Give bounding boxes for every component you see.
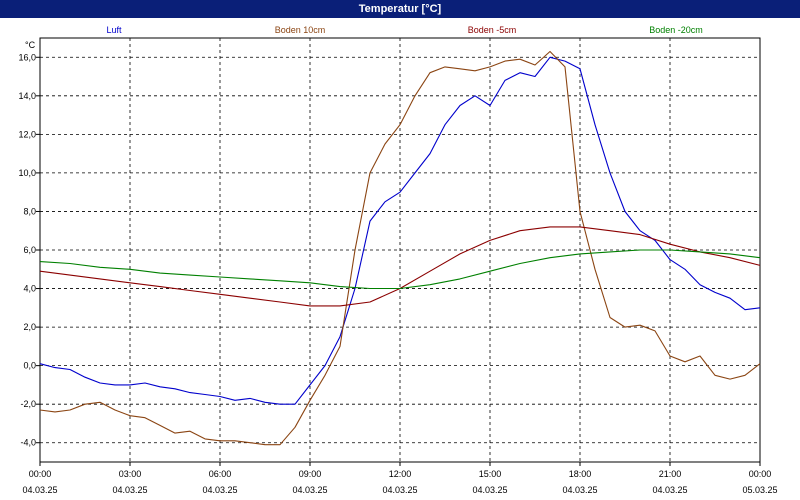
y-tick-label: 6,0 xyxy=(23,245,36,255)
y-tick-label: 0,0 xyxy=(23,361,36,371)
x-tick-date: 04.03.25 xyxy=(202,485,237,495)
axis-layer: -4,0 -2,0 0,0 2,0 4,0 6,0 8,0 10,0 12,0 14,0 16,0 0… xyxy=(18,52,777,495)
x-tick-date: 04.03.25 xyxy=(292,485,327,495)
x-tick-time: 12:00 xyxy=(389,469,412,479)
y-tick-label: 2,0 xyxy=(23,322,36,332)
y-tick-label: 16,0 xyxy=(18,52,36,62)
y-tick-label: 4,0 xyxy=(23,284,36,294)
x-tick-time: 21:00 xyxy=(659,469,682,479)
x-tick-date: 04.03.25 xyxy=(382,485,417,495)
y-tick-label: 10,0 xyxy=(18,168,36,178)
y-tick-label: -4,0 xyxy=(20,438,36,448)
x-tick-time: 00:00 xyxy=(29,469,52,479)
y-tick-label: 8,0 xyxy=(23,206,36,216)
y-tick-label: -2,0 xyxy=(20,399,36,409)
series-line-boden-10cm xyxy=(39,50,761,446)
x-tick-date: 04.03.25 xyxy=(112,485,147,495)
x-tick-date: 04.03.25 xyxy=(652,485,687,495)
x-tick-time: 09:00 xyxy=(299,469,322,479)
x-tick-date: 04.03.25 xyxy=(562,485,597,495)
y-tick-label: 12,0 xyxy=(18,129,36,139)
x-tick-time: 18:00 xyxy=(569,469,592,479)
y-unit-label: °C xyxy=(25,40,36,50)
x-tick-date: 04.03.25 xyxy=(22,485,57,495)
x-tick-time: 06:00 xyxy=(209,469,232,479)
x-tick-date: 04.03.25 xyxy=(472,485,507,495)
legend-boden-5cm: Boden -5cm xyxy=(468,25,517,35)
x-tick-date: 05.03.25 xyxy=(742,485,777,495)
chart-title: Temperatur [°C] xyxy=(0,0,800,18)
legend-boden-20cm: Boden -20cm xyxy=(649,25,703,35)
series-layer xyxy=(39,50,761,446)
legend-boden-10cm: Boden 10cm xyxy=(275,25,326,35)
legend: Luft Boden 10cm Boden -5cm Boden -20cm xyxy=(106,25,702,35)
legend-luft: Luft xyxy=(106,25,122,35)
x-tick-time: 03:00 xyxy=(119,469,142,479)
series-line-luft xyxy=(39,56,761,405)
y-tick-label: 14,0 xyxy=(18,91,36,101)
x-tick-time: 15:00 xyxy=(479,469,502,479)
x-tick-time: 00:00 xyxy=(749,469,772,479)
series-line-boden-20cm xyxy=(39,249,761,290)
